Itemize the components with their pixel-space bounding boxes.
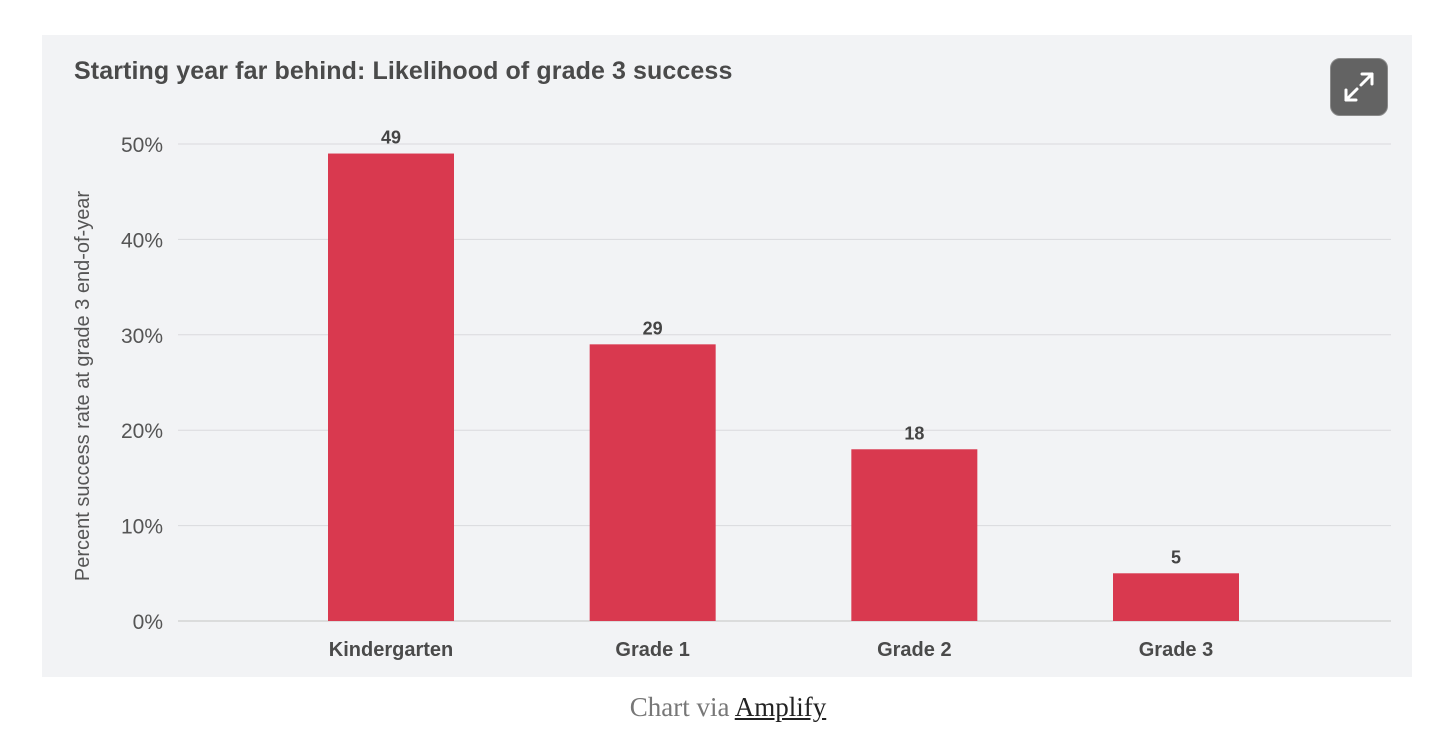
amplify-link[interactable]: Amplify	[734, 692, 827, 722]
x-tick-label: Grade 2	[877, 639, 951, 661]
x-tick-label: Kindergarten	[329, 639, 453, 661]
bar	[1113, 573, 1239, 621]
bar-value-label: 29	[643, 318, 663, 338]
y-tick-label: 30%	[121, 325, 163, 348]
bar	[328, 153, 454, 622]
y-tick-label: 40%	[121, 229, 163, 252]
chart-caption: Chart via Amplify	[0, 692, 1456, 723]
y-tick-label: 50%	[121, 134, 163, 157]
y-tick-label: 10%	[121, 516, 163, 539]
expand-icon	[1344, 72, 1374, 102]
bar-value-label: 49	[381, 128, 401, 148]
bar-value-label: 18	[904, 423, 924, 443]
bar	[851, 449, 978, 621]
caption-prefix: Chart via	[629, 692, 735, 722]
x-tick-label: Grade 1	[615, 639, 689, 661]
bar	[589, 344, 716, 621]
chart-panel: Starting year far behind: Likelihood of …	[42, 35, 1412, 677]
x-tick-label: Grade 3	[1139, 639, 1213, 661]
chart-title: Starting year far behind: Likelihood of …	[74, 57, 733, 85]
y-tick-label: 20%	[121, 420, 163, 443]
y-axis-label: Percent success rate at grade 3 end-of-y…	[72, 191, 94, 582]
bar-value-label: 5	[1171, 547, 1181, 567]
expand-button[interactable]	[1330, 58, 1388, 116]
y-tick-label: 0%	[133, 611, 163, 634]
